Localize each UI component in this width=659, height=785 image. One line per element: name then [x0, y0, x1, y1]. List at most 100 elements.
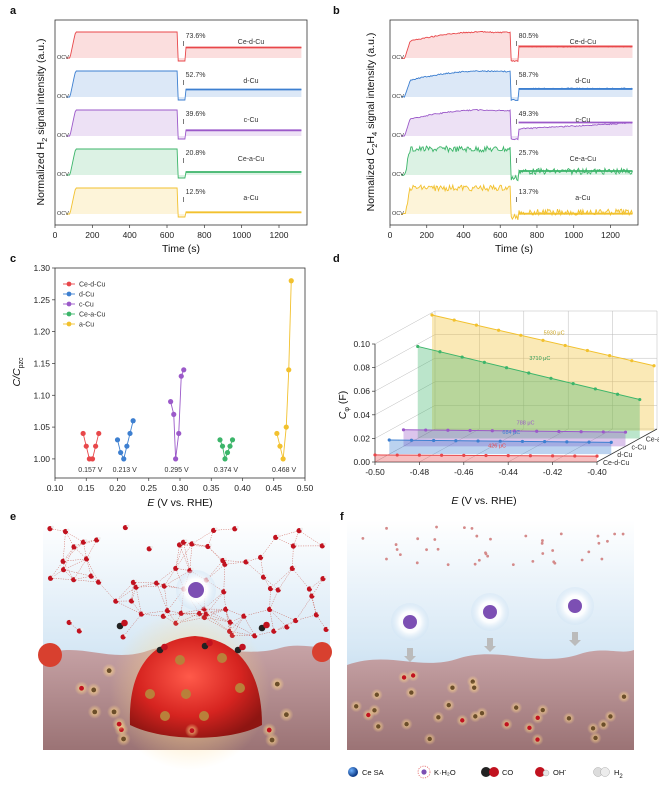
signal-trace-Ce-a-Cu — [400, 144, 633, 182]
cpzc-point-Ce-a-Cu — [227, 443, 233, 449]
h-bond-line — [63, 546, 75, 570]
surface-species — [92, 709, 98, 715]
water-molecule — [477, 558, 481, 562]
water-hydrogen — [66, 528, 70, 532]
x-tick-label: 0.15 — [78, 483, 95, 493]
water-hydrogen — [84, 539, 88, 542]
capacitance-point-Ce-a-Cu — [571, 382, 575, 386]
water-molecule — [398, 553, 402, 557]
water-hydrogen — [165, 583, 169, 586]
x-tick-label: 0 — [53, 230, 58, 240]
h-bond-line — [175, 544, 180, 569]
water-hydrogen — [247, 558, 251, 562]
surface-species — [621, 694, 627, 699]
water-hydrogen — [226, 561, 229, 565]
ocv-label: OCV — [392, 94, 404, 100]
cpzc-point-a-Cu — [286, 367, 292, 373]
cpzc-point-d-Cu — [114, 437, 121, 443]
k-ion — [568, 599, 582, 613]
water-molecule — [559, 532, 563, 536]
water-hydrogen — [142, 611, 146, 614]
signal-area-d-Cu — [401, 70, 633, 101]
percent-label-a-Cu: 13.7% — [519, 189, 539, 196]
water-molecule — [425, 548, 428, 552]
water-hydrogen — [132, 597, 136, 601]
water-hydrogen — [324, 575, 328, 579]
signal-area-a-Cu — [66, 188, 302, 217]
x-tick-label: 800 — [530, 230, 544, 240]
water-molecule — [436, 547, 440, 551]
ocv-label: OCV — [57, 211, 69, 217]
water-hydrogen — [293, 565, 297, 569]
cpzc-point-c-Cu — [181, 367, 187, 373]
water-molecule — [446, 563, 450, 567]
capacitance-point-c-Cu — [557, 429, 561, 434]
k-h2o-icon — [417, 765, 431, 779]
surface-species — [473, 714, 478, 719]
water-hydrogen — [214, 527, 218, 531]
capacitance-point-d-Cu — [476, 439, 480, 443]
h-bond-line — [156, 582, 168, 611]
legend-co: CO — [481, 767, 513, 777]
water-hydrogen — [51, 525, 54, 529]
surface-species — [401, 675, 407, 680]
capacitance-point-a-Cu — [452, 318, 456, 322]
capacitance-point-a-Cu — [608, 354, 612, 358]
h-bond-line — [133, 582, 157, 584]
h-bond-line — [86, 539, 97, 559]
h-bond-line — [207, 546, 225, 565]
series-label-d-Cu: d-Cu — [575, 78, 590, 85]
h-bond-line — [203, 591, 224, 610]
water-molecule — [433, 538, 437, 541]
surface-species — [106, 668, 112, 674]
water-molecule — [361, 536, 365, 540]
signal-trace-c-Cu — [400, 109, 633, 141]
water-hydrogen — [184, 539, 188, 543]
ocv-label: OCV — [57, 94, 69, 100]
h-bond-line — [207, 530, 214, 547]
h-bond-line — [175, 542, 184, 569]
capacitance-point-Ce-a-Cu — [460, 355, 464, 359]
x-tick-label: -0.46 — [454, 467, 474, 477]
species-legend: Ce SA K·H₂O CO OH- — [348, 765, 623, 780]
panel-b-letter: b — [333, 5, 340, 17]
water-hydrogen — [245, 613, 248, 616]
capacitance-point-a-Cu — [430, 313, 434, 317]
surface-species — [283, 712, 289, 718]
surface-species — [269, 737, 275, 743]
x-tick-label: 0.35 — [203, 483, 220, 493]
panel-c-frame — [54, 267, 306, 479]
pzc-label-Ce-a-Cu: 0.374 V — [214, 467, 238, 474]
percent-label-Ce-d-Cu: 80.5% — [519, 33, 539, 40]
h-bond-line — [131, 600, 142, 615]
h-bond-line — [115, 587, 137, 602]
h-bond-line — [245, 561, 264, 578]
water-hydrogen — [87, 555, 91, 559]
legend-label-d-Cu: d-Cu — [79, 292, 94, 299]
capacitance-area-Ce-a-Cu — [417, 346, 640, 439]
legend-marker-a-Cu — [66, 321, 72, 327]
water-molecule — [470, 526, 474, 530]
water-hydrogen — [255, 632, 259, 636]
cpzc-line-Ce-a-Cu — [219, 439, 233, 461]
water-molecule — [484, 552, 488, 556]
percent-label-d-Cu: 58.7% — [519, 72, 539, 79]
x-tick-label: -0.44 — [499, 467, 519, 477]
surface-species — [460, 718, 465, 723]
legend-ce-sa-label: Ce SA — [362, 768, 384, 777]
h-bond-line — [260, 557, 264, 578]
cu-site — [217, 653, 227, 663]
grid-line — [463, 428, 524, 463]
water-hydrogen — [134, 579, 138, 583]
x-tick-label: 400 — [123, 230, 137, 240]
cpzc-point-c-Cu — [171, 411, 177, 417]
charge-label-d-Cu: 684 μC — [502, 430, 520, 436]
panel-a-ylabel: Normalized H2 signal intensity (a.u.) — [35, 39, 49, 206]
x-tick-label: 1000 — [232, 230, 251, 240]
signal-area-Ce-d-Cu — [401, 31, 633, 62]
surface-species — [446, 702, 451, 708]
water-hydrogen — [275, 628, 278, 632]
x-tick-label: 0.50 — [297, 483, 314, 493]
surface-species — [513, 705, 519, 710]
water-hydrogen — [264, 574, 268, 578]
